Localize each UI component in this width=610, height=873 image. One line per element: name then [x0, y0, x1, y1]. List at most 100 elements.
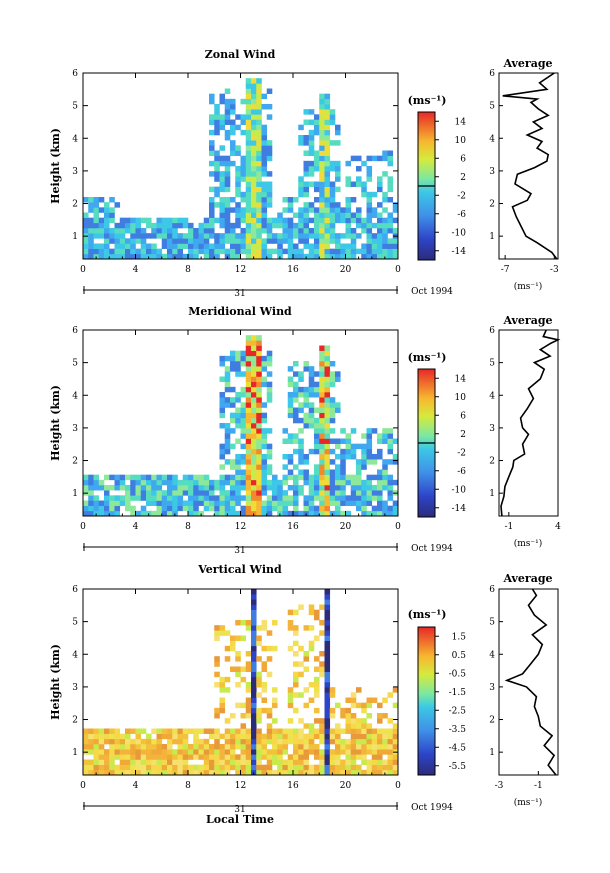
heatmap-cell — [245, 197, 252, 203]
heatmap-cell — [209, 197, 215, 203]
heatmap-cell — [230, 505, 236, 512]
heatmap-cell — [135, 769, 142, 776]
heatmap-cell — [230, 248, 236, 255]
heatmap-cell — [251, 448, 257, 455]
heatmap-cell — [329, 119, 336, 125]
heatmap-cell — [329, 500, 336, 506]
heatmap-cell — [109, 217, 115, 224]
heatmap-cell — [83, 474, 89, 481]
heatmap-cell — [224, 630, 231, 636]
heatmap-cell — [209, 754, 215, 760]
heatmap-cell — [361, 217, 367, 224]
heatmap-cell — [245, 448, 252, 455]
heatmap-cell — [303, 160, 310, 167]
heatmap-cell — [387, 253, 394, 260]
heatmap-cell — [130, 238, 136, 244]
heatmap-cell — [209, 222, 215, 229]
heatmap-cell — [324, 744, 331, 750]
heatmap-cell — [146, 738, 152, 745]
y-tick-label: 6 — [72, 69, 78, 79]
heatmap-cell — [256, 676, 262, 683]
heatmap-cell — [235, 176, 241, 182]
heatmap-cell — [319, 212, 325, 218]
heatmap-cell — [287, 692, 294, 698]
heatmap-cell — [83, 510, 89, 517]
heatmap-cell — [392, 769, 399, 776]
heatmap-cell — [161, 233, 168, 239]
heatmap-cell — [256, 83, 262, 89]
heatmap-cell — [335, 723, 341, 729]
heatmap-cell — [272, 233, 278, 239]
heatmap-cell — [335, 166, 341, 172]
heatmap-cell — [161, 228, 168, 234]
date-axis: 31 Oct 1994 — [83, 286, 453, 299]
x-tick-label: 0 — [395, 265, 401, 275]
heatmap-cell — [88, 738, 94, 745]
heatmap-cell — [261, 764, 268, 771]
heatmap-cell — [387, 738, 394, 745]
heatmap-cell — [214, 707, 220, 714]
heatmap-cell — [382, 764, 388, 771]
heatmap-cell — [377, 454, 383, 460]
heatmap-cell — [214, 635, 220, 641]
heatmap-cell — [261, 417, 268, 424]
heatmap-cell — [371, 697, 378, 703]
heatmap-cell — [256, 407, 262, 413]
heatmap-cell — [314, 238, 320, 244]
heatmap-cell — [214, 166, 220, 172]
heatmap-cell — [314, 181, 320, 187]
heatmap-cell — [245, 744, 252, 750]
heatmap-cell — [256, 754, 262, 760]
y-tick-label: 2 — [72, 200, 78, 210]
heatmap-cell — [340, 490, 346, 496]
heatmap-cell — [219, 176, 226, 182]
heatmap-cell — [235, 361, 241, 367]
heatmap-cell — [366, 228, 373, 234]
heatmap-cell — [256, 212, 262, 218]
heatmap-cell — [293, 485, 299, 491]
heatmap-cell — [177, 248, 184, 255]
heatmap-cell — [340, 764, 346, 771]
heatmap-cell — [251, 661, 257, 667]
heatmap-cell — [298, 233, 304, 239]
heatmap-cell — [119, 217, 126, 224]
heatmap-cell — [119, 738, 126, 745]
heatmap-cell — [198, 248, 205, 255]
heatmap-cell — [324, 371, 331, 377]
heatmap-cell — [240, 371, 247, 377]
heatmap-cell — [230, 119, 236, 125]
heatmap-cell — [371, 728, 378, 734]
heatmap-cell — [319, 114, 325, 120]
heatmap-cell — [214, 150, 220, 156]
profile-y-tick-label: 6 — [489, 585, 495, 595]
heatmap-cell — [303, 186, 310, 193]
heatmap-cell — [308, 479, 315, 486]
heatmap-cell — [282, 759, 289, 765]
heatmap-cell — [240, 191, 247, 198]
heatmap-cell — [140, 505, 147, 512]
heatmap-cell — [83, 217, 89, 224]
heatmap-cell — [293, 728, 299, 734]
heatmap-cell — [256, 335, 262, 341]
heatmap-cell — [172, 217, 178, 224]
heatmap-cell — [114, 222, 121, 229]
heatmap-cell — [324, 397, 331, 403]
heatmap-cell — [167, 733, 173, 740]
heatmap-cell — [245, 397, 252, 403]
heatmap-cell — [177, 217, 184, 224]
heatmap-cell — [329, 397, 336, 403]
heatmap-cell — [161, 490, 168, 496]
heatmap-cell — [371, 505, 378, 512]
heatmap-cell — [240, 402, 247, 408]
heatmap-cell — [146, 474, 152, 481]
heatmap-field — [83, 335, 399, 517]
heatmap-cell — [303, 417, 310, 424]
heatmap-cell — [345, 253, 352, 260]
heatmap-cell — [329, 140, 336, 146]
heatmap-cell — [182, 754, 189, 760]
heatmap-cell — [371, 454, 378, 460]
heatmap-cell — [104, 485, 110, 491]
heatmap-cell — [382, 428, 388, 434]
heatmap-cell — [114, 233, 121, 239]
heatmap-cell — [392, 207, 399, 213]
